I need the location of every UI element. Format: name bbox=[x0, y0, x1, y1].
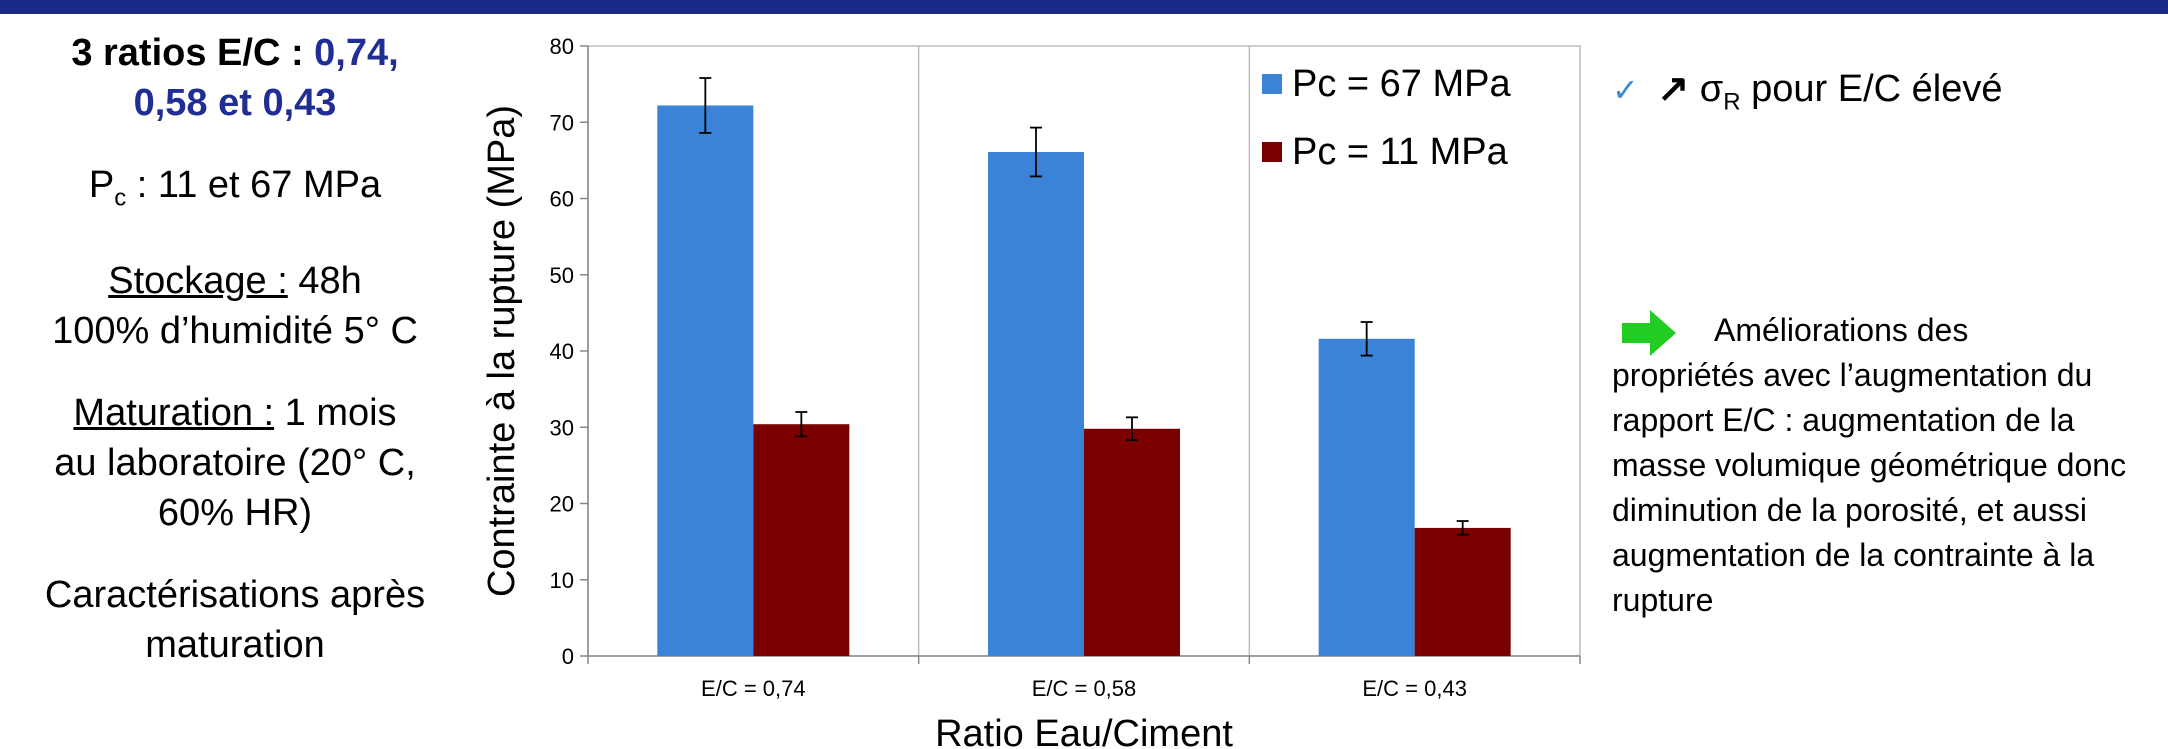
ratios-label: 3 ratios E/C : bbox=[71, 32, 315, 74]
maturation-line2: au laboratoire (20° C, bbox=[54, 441, 416, 484]
maturation-value: 1 mois bbox=[274, 391, 397, 434]
chart: 0 10 20 30 40 50 60 70 80 E/C = 0,74 E/C = 0,58 E/C… bbox=[470, 20, 1590, 749]
pc-subscript: c bbox=[114, 184, 127, 212]
y-tick-label: 0 bbox=[562, 644, 574, 669]
sigma-subscript: R bbox=[1723, 88, 1741, 116]
ratios-block: 3 ratios E/C : 0,74, 0,58 et 0,43 bbox=[10, 28, 460, 128]
x-tick-label: E/C = 0,43 bbox=[1362, 676, 1467, 701]
bar-2 bbox=[1084, 428, 1180, 656]
right-note-2: Améliorations des propriétés avec l’augm… bbox=[1612, 308, 2162, 623]
humidity-text: 100% d’humidité 5° C bbox=[52, 309, 418, 352]
note2-line1: Améliorations des bbox=[1714, 312, 1969, 348]
bar-1 bbox=[1318, 338, 1415, 656]
stockage-block: Stockage : 48h 100% d’humidité 5° C bbox=[10, 256, 460, 356]
bar-2 bbox=[753, 424, 850, 656]
ratios-values-2: 0,58 et 0,43 bbox=[133, 82, 337, 124]
note2-rest: propriétés avec l’augmentation du rappor… bbox=[1612, 357, 2127, 618]
y-tick-label: 60 bbox=[550, 187, 574, 212]
caracterisations-block: Caractérisations après maturation bbox=[10, 570, 460, 670]
legend-swatch-series-2 bbox=[1262, 142, 1282, 162]
bar-1 bbox=[657, 105, 754, 657]
note1-text: pour E/C élevé bbox=[1740, 68, 2003, 110]
x-tick-label: E/C = 0,58 bbox=[1032, 676, 1137, 701]
green-arrow-icon bbox=[1622, 310, 1676, 356]
bar-2 bbox=[1414, 527, 1511, 656]
ratios-values-1: 0,74, bbox=[314, 32, 399, 74]
legend-label-series-2: Pc = 11 MPa bbox=[1292, 131, 1508, 173]
legend-item-series-1: Pc = 67 MPa bbox=[1262, 62, 1511, 106]
y-tick-label: 20 bbox=[550, 492, 574, 517]
check-icon: ✓ bbox=[1612, 72, 1639, 108]
x-tick-label: E/C = 0,74 bbox=[701, 676, 806, 701]
x-axis-title: Ratio Eau/Ciment bbox=[935, 713, 1233, 749]
right-note-1: ✓ ↗ σR pour E/C élevé bbox=[1612, 66, 2003, 117]
stockage-label: Stockage : bbox=[108, 259, 288, 302]
y-tick-label: 50 bbox=[550, 263, 574, 288]
left-panel: 3 ratios E/C : 0,74, 0,58 et 0,43 Pc : 1… bbox=[10, 28, 460, 702]
bar-1 bbox=[988, 151, 1084, 657]
maturation-label: Maturation : bbox=[73, 391, 275, 434]
stockage-value: 48h bbox=[287, 259, 362, 302]
y-tick-label: 70 bbox=[550, 110, 574, 135]
legend-label-series-1: Pc = 67 MPa bbox=[1292, 63, 1511, 105]
caracterisations-line2: maturation bbox=[145, 623, 325, 666]
caracterisations-line1: Caractérisations après bbox=[44, 573, 426, 616]
y-tick-label: 30 bbox=[550, 415, 574, 440]
legend-swatch-series-1 bbox=[1262, 74, 1282, 94]
top-band bbox=[0, 0, 2168, 14]
y-axis-title: Contrainte à la rupture (MPa) bbox=[481, 105, 523, 597]
legend: Pc = 67 MPa Pc = 11 MPa bbox=[1262, 62, 1511, 198]
chart-svg: 0 10 20 30 40 50 60 70 80 E/C = 0,74 E/C = 0,58 E/C… bbox=[481, 34, 1581, 749]
y-tick-label: 40 bbox=[550, 339, 574, 364]
maturation-block: Maturation : 1 mois au laboratoire (20° … bbox=[10, 388, 460, 538]
legend-item-series-2: Pc = 11 MPa bbox=[1262, 130, 1511, 174]
increase-arrow-icon: ↗ bbox=[1657, 68, 1690, 110]
sigma-symbol: σ bbox=[1699, 68, 1724, 110]
y-tick-label: 80 bbox=[550, 34, 574, 59]
pc-block: Pc : 11 et 67 MPa bbox=[10, 160, 460, 224]
pc-text: : 11 et 67 MPa bbox=[126, 164, 382, 206]
y-tick-label: 10 bbox=[550, 568, 574, 593]
maturation-line3: 60% HR) bbox=[157, 491, 313, 534]
pc-symbol: P bbox=[88, 164, 115, 206]
